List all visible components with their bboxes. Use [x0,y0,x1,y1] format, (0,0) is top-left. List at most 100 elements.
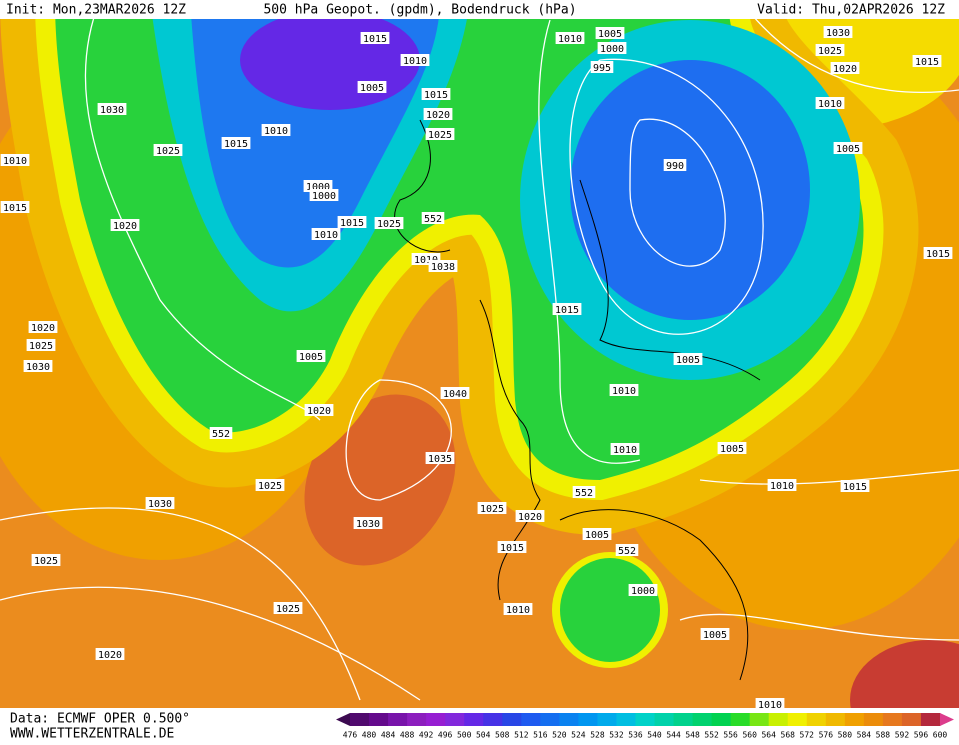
isobar-label: 1025 [276,604,300,615]
label-box [615,544,639,556]
isobar-label: 1000 [306,182,330,193]
label-box [572,486,596,498]
legend-label: 568 [781,731,796,740]
isobar-label: 1015 [224,139,248,150]
legend-swatch [483,713,503,726]
label-box [357,81,387,93]
isobars [0,0,959,701]
isobar-label: 1010 [818,99,842,110]
isobar-label: 1025 [480,504,504,515]
isobar-label: 552 [618,546,636,557]
label-box [515,510,545,522]
legend-swatch [635,713,656,726]
isobar-label: 1005 [703,630,727,641]
isobar-label: 1015 [915,57,939,68]
isobar-label: 1005 [836,144,860,155]
label-box [0,154,30,166]
isobar-label: 1020 [113,221,137,232]
isobar-label: 995 [593,63,611,74]
label-box [23,360,53,372]
label-box [477,502,507,514]
isobar-label: 1010 [403,56,427,67]
isobar-label: 1005 [720,444,744,455]
legend-swatch [673,713,694,726]
legend-swatch [369,713,389,726]
isobar-label: 1015 [843,482,867,493]
init-time: Init: Mon,23MAR2026 12Z [6,3,186,18]
isobar-label: 1010 [770,481,794,492]
legend-swatch [654,713,675,726]
isobar-label: 990 [666,161,684,172]
isobar-label: 1025 [428,130,452,141]
label-box [353,517,383,529]
label-box [423,108,453,120]
label-box [628,584,658,596]
label-box [663,159,687,171]
legend-swatch [787,713,808,726]
isobar-label: 552 [424,214,442,225]
label-box [337,216,367,228]
legend-label: 496 [438,731,453,740]
label-box [830,62,860,74]
isobar-label: 1030 [100,105,124,116]
legend-swatch [806,713,827,726]
label-box [595,27,625,39]
label-box [221,137,251,149]
label-box [923,247,953,259]
legend-label: 480 [362,731,377,740]
isobar-label: 1000 [631,586,655,597]
legend-swatch [882,713,903,726]
isobar-label: 1020 [833,64,857,75]
legend-label: 556 [723,731,738,740]
label-box [360,32,390,44]
legend-swatch [616,713,636,726]
isobar-label: 552 [212,429,230,440]
isobar-label: 1035 [428,454,452,465]
map-title: 500 hPa Geopot. (gpdm), Bodendruck (hPa) [263,3,576,18]
isobar-label: 1005 [598,29,622,40]
isobar-label: 1000 [312,191,336,202]
legend-label: 572 [800,731,815,740]
legend-label: 564 [761,731,776,740]
legend-arrow-high [940,713,954,726]
legend-swatch [711,713,732,726]
isobar-label: 1030 [356,519,380,530]
legend-swatch [578,713,598,726]
legend-label: 500 [457,731,472,740]
legend-label: 504 [476,731,491,740]
label-box [31,554,61,566]
legend-label: 560 [742,731,757,740]
isobar-label: 1020 [31,323,55,334]
legend-swatch [540,713,560,726]
label-box [110,219,140,231]
label-box [304,404,334,416]
isobar-label: 1015 [363,34,387,45]
isobar-label: 1020 [307,406,331,417]
color-legend: 476 480 484 488 492 496 500 504 508 512 516 520 524 5… [336,713,954,740]
label-box [717,442,747,454]
label-box [755,698,785,710]
valid-time: Valid: Thu,02APR2026 12Z [757,3,945,18]
isobar-labels: 1015101010051010101510301025100010001015… [0,26,953,711]
isobar-label: 1015 [424,90,448,101]
label-box [823,26,853,38]
legend-swatch [863,713,884,726]
label-box [912,55,942,67]
legend-label: 544 [666,731,681,740]
legend-label: 532 [609,731,624,740]
label-box [153,144,183,156]
label-box [440,387,470,399]
label-box [582,528,612,540]
label-box [767,479,797,491]
label-box [311,228,341,240]
site-url: WWW.WETTERZENTRALE.DE [10,727,174,742]
label-box [609,384,639,396]
label-box [95,648,125,660]
isobar-label: 1025 [29,341,53,352]
isobar-label: 1010 [613,445,637,456]
isobar-label: 1015 [340,218,364,229]
isobar-label: 1010 [414,255,438,266]
legend-label: 536 [628,731,643,740]
label-box [261,124,291,136]
legend-swatch [749,713,770,726]
